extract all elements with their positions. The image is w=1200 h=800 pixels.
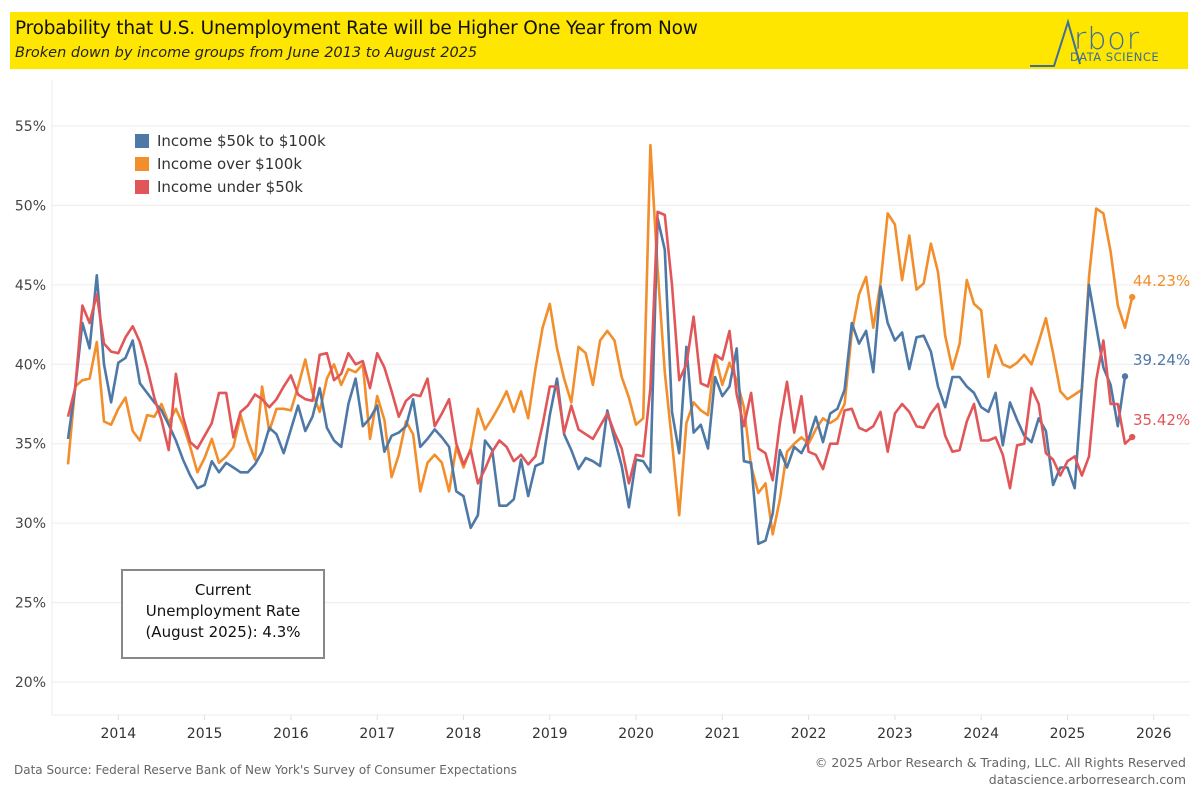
end-label-low-income: 35.42% [1133, 411, 1191, 429]
x-tick-label: 2015 [187, 726, 223, 742]
x-tick-label: 2020 [618, 726, 654, 742]
current-unemployment-box: Current Unemployment Rate (August 2025):… [121, 569, 325, 659]
x-tick-label: 2025 [1050, 726, 1086, 742]
chart-title: Probability that U.S. Unemployment Rate … [15, 18, 698, 39]
website-link[interactable]: datascience.arborresearch.com [988, 772, 1186, 787]
legend-swatch [135, 156, 149, 171]
y-tick-label: 45% [15, 278, 46, 294]
chart-subtitle: Broken down by income groups from June 2… [15, 45, 478, 61]
x-tick-label: 2018 [446, 726, 482, 742]
copyright: © 2025 Arbor Research & Trading, LLC. Al… [814, 755, 1186, 770]
x-tick-label: 2017 [359, 726, 395, 742]
legend-item-low-income: Income under $50k [135, 175, 326, 198]
x-tick-label: 2024 [963, 726, 999, 742]
info-line-2: Unemployment Rate [145, 602, 301, 620]
x-axis-ticks: 2014 2015 2016 2017 2018 2019 2020 2021 2022 2023… [101, 715, 1172, 742]
legend-swatch [135, 133, 149, 148]
y-tick-label: 25% [15, 596, 46, 612]
logo-a-icon [1030, 18, 1081, 67]
info-line-3: (August 2025): 4.3% [145, 623, 301, 641]
end-label-mid-income: 39.24% [1133, 351, 1191, 369]
logo-subtext: DATA SCIENCE [1070, 50, 1160, 64]
legend-label: Income under $50k [157, 177, 303, 196]
legend: Income $50k to $100k Income over $100k I… [135, 129, 326, 198]
data-source: Data Source: Federal Reserve Bank of New… [14, 763, 517, 777]
end-point-marker [1128, 293, 1136, 301]
y-tick-label: 50% [15, 198, 46, 214]
end-label-high-income: 44.23% [1133, 272, 1191, 290]
series-line-mid-income [66, 216, 1127, 546]
legend-item-mid-income: Income $50k to $100k [135, 129, 326, 152]
legend-label: Income over $100k [157, 154, 303, 173]
end-point-marker [1128, 433, 1136, 441]
arbor-logo: rbor DATA SCIENCE [1028, 14, 1178, 68]
y-tick-label: 40% [15, 357, 46, 373]
y-tick-label: 30% [15, 516, 46, 532]
header-banner: Probability that U.S. Unemployment Rate … [10, 12, 1188, 69]
x-tick-label: 2019 [532, 726, 568, 742]
series-line-high-income [66, 143, 1134, 536]
x-tick-label: 2026 [1136, 726, 1172, 742]
logo-text: rbor [1074, 22, 1141, 57]
info-line-1: Current [194, 581, 252, 599]
legend-swatch [135, 179, 149, 194]
y-tick-label: 20% [15, 675, 46, 691]
legend-label: Income $50k to $100k [157, 131, 326, 150]
x-tick-label: 2016 [273, 726, 309, 742]
x-tick-label: 2021 [705, 726, 741, 742]
series-lines [66, 143, 1136, 546]
x-tick-label: 2023 [877, 726, 913, 742]
series-line-low-income [66, 210, 1134, 490]
end-point-marker [1121, 373, 1129, 380]
y-tick-label: 55% [15, 119, 46, 135]
x-tick-label: 2022 [791, 726, 827, 742]
y-axis-ticks: 20% 25% 30% 35% 40% 45% 50% 55% [15, 119, 46, 691]
y-tick-label: 35% [15, 437, 46, 453]
legend-item-high-income: Income over $100k [135, 152, 326, 175]
x-tick-label: 2014 [101, 726, 137, 742]
